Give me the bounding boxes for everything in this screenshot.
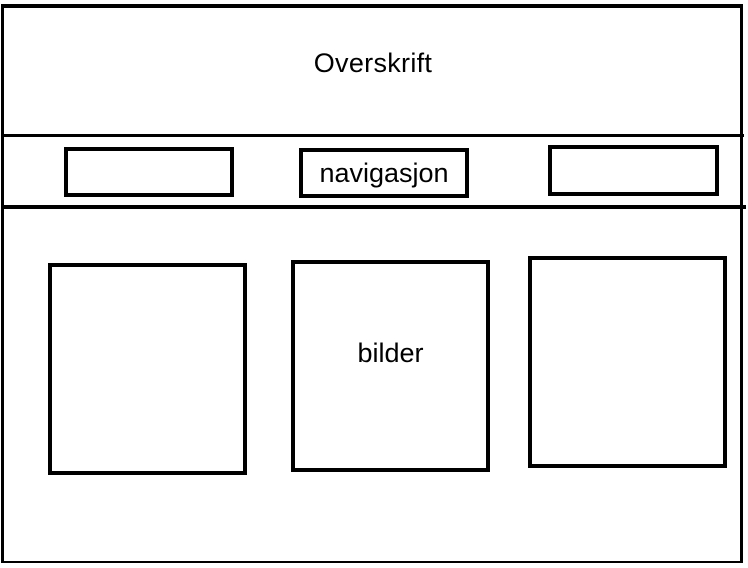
image-placeholder-center: bilder — [291, 260, 490, 472]
nav-label: navigasjon — [319, 158, 449, 188]
image-placeholder-right — [528, 256, 727, 468]
page-header: Overskrift — [2, 6, 744, 137]
page-title: Overskrift — [313, 48, 433, 78]
navigation-bar: navigasjon — [2, 137, 746, 209]
nav-item-center[interactable]: navigasjon — [299, 148, 469, 198]
image-placeholder-left — [48, 263, 247, 475]
nav-item-left[interactable] — [64, 147, 234, 197]
page-frame — [1, 4, 743, 563]
image-label: bilder — [357, 338, 424, 368]
nav-item-right[interactable] — [548, 145, 719, 196]
